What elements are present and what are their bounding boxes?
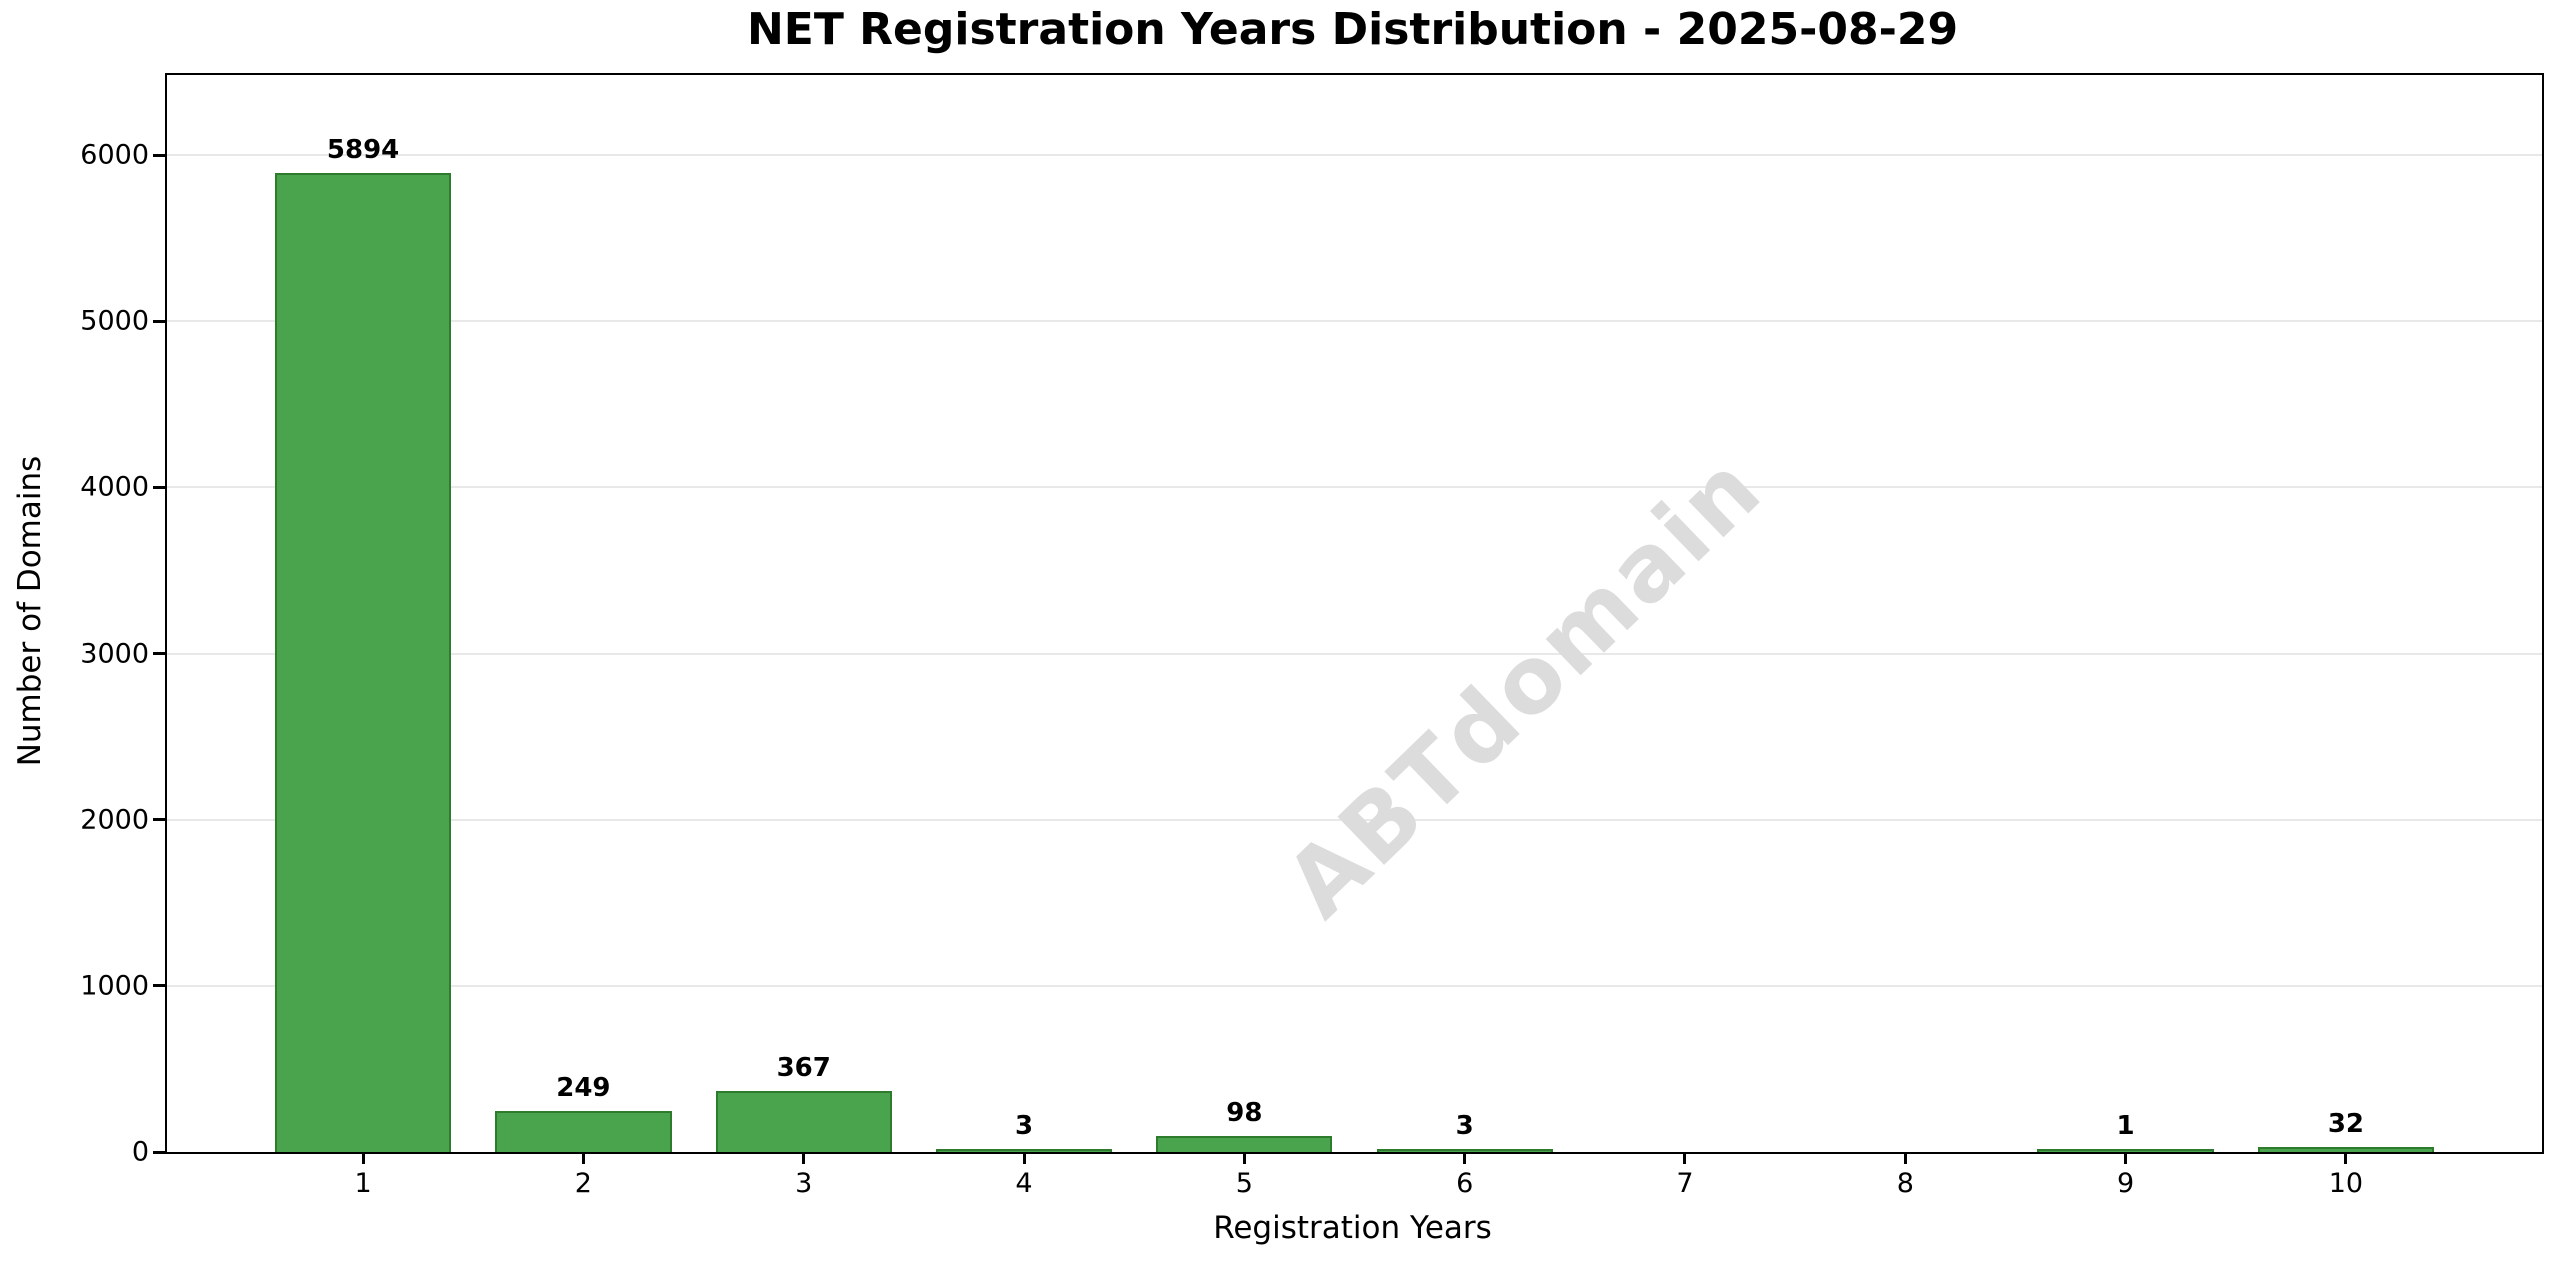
y-gridline xyxy=(167,320,2542,323)
bar-value-label: 32 xyxy=(2327,1109,2364,1139)
x-tick-label: 3 xyxy=(795,1168,813,1199)
bar-value-label: 5894 xyxy=(326,135,400,165)
y-tick-label: 0 xyxy=(131,1136,149,1168)
y-axis-label: Number of Domains xyxy=(12,455,48,767)
x-tick-label: 10 xyxy=(2328,1168,2364,1199)
watermark-text: ABTdomain xyxy=(1265,433,1783,939)
x-tick-label: 4 xyxy=(1015,1168,1033,1199)
bar-year-2 xyxy=(495,1111,672,1152)
plot-area: ABTdomain 0 1000 2000 3000 4000 5000 6000 1 5894… xyxy=(80,73,2544,1199)
x-tick-mark xyxy=(1463,1152,1467,1164)
y-tick-mark xyxy=(153,485,165,489)
x-tick-mark xyxy=(361,1152,365,1164)
x-tick-mark xyxy=(581,1152,585,1164)
x-tick-label: 1 xyxy=(354,1168,372,1199)
x-tick-label: 9 xyxy=(2117,1168,2135,1199)
bar-year-1 xyxy=(274,173,452,1152)
x-tick-mark xyxy=(2344,1152,2348,1164)
x-tick-label: 7 xyxy=(1676,1168,1694,1199)
y-tick-mark xyxy=(153,818,165,822)
bar-year-4 xyxy=(935,1149,1113,1152)
y-tick-label: 4000 xyxy=(80,471,149,503)
bar-value-label: 98 xyxy=(1226,1098,1263,1128)
bar-year-10 xyxy=(2257,1147,2435,1152)
y-tick-mark xyxy=(153,984,165,988)
bar-value-label: 1 xyxy=(2116,1111,2135,1141)
y-gridline xyxy=(167,984,2542,987)
y-tick-mark xyxy=(153,1150,165,1154)
y-tick-label: 6000 xyxy=(80,139,149,171)
y-gridline xyxy=(167,486,2542,489)
bar-year-5 xyxy=(1156,1136,1333,1152)
x-tick-mark xyxy=(802,1152,806,1164)
y-tick-mark xyxy=(153,153,165,157)
bar-value-label: 3 xyxy=(1014,1111,1034,1141)
chart-title: NET Registration Years Distribution - 20… xyxy=(746,4,1959,55)
bar-year-9 xyxy=(2037,1149,2214,1152)
y-tick-mark xyxy=(153,652,165,656)
y-gridline xyxy=(167,652,2542,655)
bar-year-6 xyxy=(1376,1149,1553,1152)
x-tick-label: 6 xyxy=(1456,1168,1474,1199)
bar-value-label: 249 xyxy=(556,1073,611,1103)
y-tick-label: 3000 xyxy=(80,638,149,670)
x-tick-label: 5 xyxy=(1235,1168,1253,1199)
x-tick-mark xyxy=(1903,1152,1907,1164)
bar-value-label: 367 xyxy=(776,1053,831,1083)
y-gridline xyxy=(167,154,2542,157)
x-tick-label: 8 xyxy=(1896,1168,1914,1199)
bar-year-3 xyxy=(715,1091,892,1152)
y-tick-label: 1000 xyxy=(80,970,149,1002)
x-tick-mark xyxy=(1242,1152,1246,1164)
x-tick-mark xyxy=(1022,1152,1026,1164)
y-tick-label: 2000 xyxy=(80,804,149,836)
x-axis-label: Registration Years xyxy=(1213,1210,1492,1246)
y-gridline xyxy=(167,818,2542,821)
x-tick-mark xyxy=(2124,1152,2128,1164)
bar-value-label: 3 xyxy=(1455,1111,1474,1141)
y-tick-mark xyxy=(153,319,165,323)
x-tick-mark xyxy=(1683,1152,1687,1164)
y-tick-label: 5000 xyxy=(80,305,149,337)
x-tick-label: 2 xyxy=(574,1168,592,1199)
